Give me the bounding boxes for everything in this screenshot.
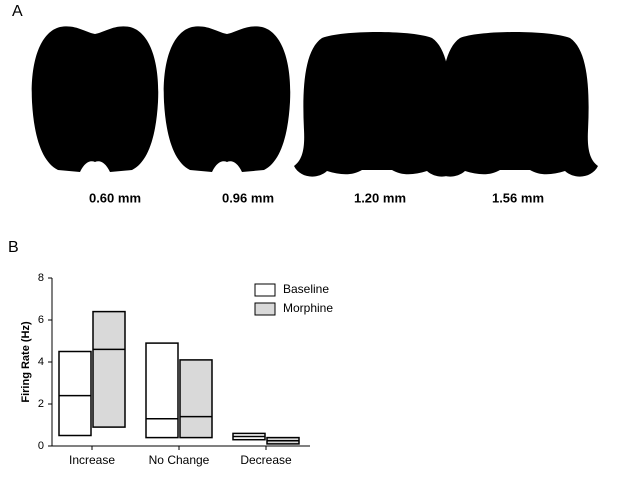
- y-axis-label: Firing Rate (Hz): [20, 321, 32, 403]
- y-tick-label: 0: [38, 440, 44, 452]
- panel-label: B: [8, 239, 19, 256]
- y-tick-label: 4: [38, 356, 44, 368]
- legend-swatch: [254, 283, 276, 297]
- section-label: 0.96 mm: [222, 190, 274, 205]
- panel-label: A: [12, 3, 23, 20]
- section-label: 1.20 mm: [354, 190, 406, 205]
- range-bar: [92, 310, 126, 428]
- legend-label: Baseline: [283, 282, 329, 296]
- brain-section: [432, 32, 598, 177]
- legend-swatch: [254, 302, 276, 316]
- x-tick-label: Increase: [69, 453, 115, 467]
- y-tick-label: 8: [38, 272, 44, 284]
- brain-section: [163, 26, 291, 172]
- range-bar: [58, 350, 92, 437]
- section-label: 0.60 mm: [89, 190, 141, 205]
- brain-section: [294, 32, 460, 177]
- y-tick-label: 6: [38, 314, 44, 326]
- y-tick-label: 2: [38, 398, 44, 410]
- range-bar: [179, 359, 213, 439]
- brain-section: [31, 26, 159, 172]
- section-label: 1.56 mm: [492, 190, 544, 205]
- x-tick-label: No Change: [149, 453, 210, 467]
- legend-label: Morphine: [283, 301, 333, 315]
- x-tick-label: Decrease: [240, 453, 292, 467]
- range-bar: [145, 342, 179, 439]
